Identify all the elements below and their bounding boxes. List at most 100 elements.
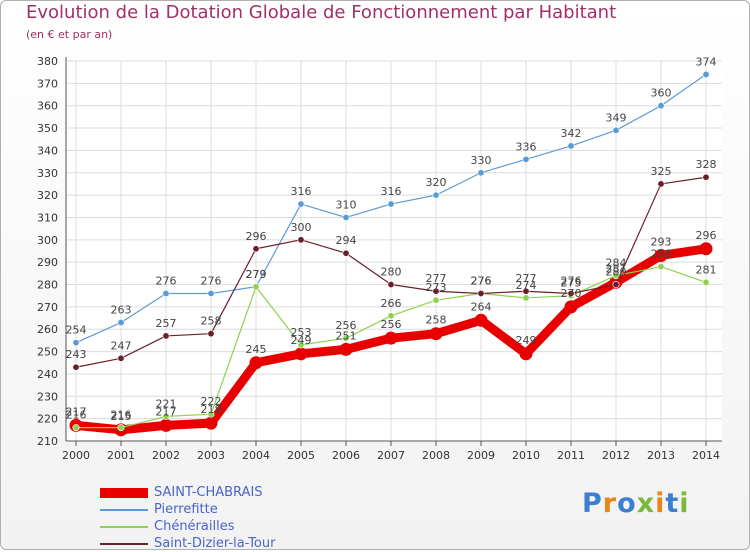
data-point bbox=[252, 283, 260, 291]
y-tick-label: 290 bbox=[37, 256, 58, 269]
legend-item-chenerailles: Chénérailles bbox=[100, 518, 275, 535]
data-point bbox=[249, 356, 263, 370]
y-tick-label: 280 bbox=[37, 279, 58, 292]
x-tick-label: 2011 bbox=[557, 449, 585, 462]
data-label: 247 bbox=[111, 339, 132, 352]
data-label: 276 bbox=[156, 274, 177, 287]
data-label: 264 bbox=[471, 300, 492, 313]
data-point bbox=[117, 354, 125, 362]
data-point bbox=[432, 296, 440, 304]
chart-title: Evolution de la Dotation Globale de Fonc… bbox=[26, 2, 617, 23]
data-point bbox=[162, 289, 170, 297]
data-point bbox=[429, 327, 443, 341]
legend-label: Chénérailles bbox=[154, 519, 235, 534]
data-point bbox=[339, 342, 353, 356]
data-point bbox=[72, 339, 80, 347]
x-tick-label: 2000 bbox=[62, 449, 90, 462]
y-tick-label: 360 bbox=[37, 100, 58, 113]
data-point bbox=[657, 180, 665, 188]
data-label: 281 bbox=[696, 263, 717, 276]
x-tick-label: 2012 bbox=[602, 449, 630, 462]
data-label: 263 bbox=[111, 304, 132, 317]
data-label: 325 bbox=[651, 165, 672, 178]
data-label: 275 bbox=[561, 277, 582, 290]
data-point bbox=[162, 412, 170, 420]
data-point bbox=[117, 424, 125, 432]
legend-label: Pierrefitte bbox=[154, 502, 218, 517]
x-tick-label: 2005 bbox=[287, 449, 315, 462]
data-label: 215 bbox=[111, 410, 132, 423]
data-label: 249 bbox=[291, 334, 312, 347]
data-label: 281 bbox=[606, 262, 627, 275]
data-label: 336 bbox=[516, 140, 537, 153]
data-label: 222 bbox=[201, 395, 222, 408]
y-tick-label: 270 bbox=[37, 301, 58, 314]
logo-letter: x bbox=[636, 488, 656, 519]
logo-letter: P bbox=[582, 488, 603, 519]
x-tick-label: 2014 bbox=[692, 449, 720, 462]
x-tick-label: 2003 bbox=[197, 449, 225, 462]
data-point bbox=[342, 334, 350, 342]
data-label: 243 bbox=[66, 348, 87, 361]
data-label: 258 bbox=[201, 315, 222, 328]
data-label: 217 bbox=[156, 405, 177, 418]
y-tick-label: 320 bbox=[37, 189, 58, 202]
data-point bbox=[522, 294, 530, 302]
data-label: 277 bbox=[516, 272, 537, 285]
y-tick-label: 300 bbox=[37, 234, 58, 247]
data-point bbox=[432, 287, 440, 295]
data-point bbox=[702, 70, 710, 78]
data-point bbox=[117, 319, 125, 327]
data-label: 251 bbox=[336, 329, 357, 342]
data-label: 221 bbox=[156, 397, 177, 410]
chart-subtitle: (en € et par an) bbox=[26, 28, 113, 41]
legend-item-saint-dizier-la-tour: Saint-Dizier-la-Tour bbox=[100, 535, 275, 552]
data-label: 288 bbox=[651, 248, 672, 261]
logo-letter: o bbox=[617, 488, 637, 519]
legend-item-saint-chabrais: SAINT-CHABRAIS bbox=[100, 484, 275, 501]
data-label: 254 bbox=[66, 324, 87, 337]
y-tick-label: 310 bbox=[37, 211, 58, 224]
data-label: 342 bbox=[561, 127, 582, 140]
x-tick-label: 2010 bbox=[512, 449, 540, 462]
data-point bbox=[297, 236, 305, 244]
data-label: 258 bbox=[426, 314, 447, 327]
data-label: 310 bbox=[336, 198, 357, 211]
data-point bbox=[342, 249, 350, 257]
x-tick-label: 2004 bbox=[242, 449, 270, 462]
y-tick-label: 370 bbox=[37, 77, 58, 90]
data-point bbox=[477, 289, 485, 297]
data-label: 257 bbox=[156, 317, 177, 330]
data-point bbox=[252, 245, 260, 253]
data-label: 316 bbox=[291, 185, 312, 198]
logo-letter: i bbox=[679, 488, 690, 519]
legend-label: Saint-Dizier-la-Tour bbox=[154, 536, 276, 551]
data-label: 300 bbox=[291, 221, 312, 234]
logo-letter: r bbox=[602, 488, 618, 519]
data-point bbox=[564, 300, 578, 314]
x-tick-label: 2007 bbox=[377, 449, 405, 462]
data-label: 330 bbox=[471, 154, 492, 167]
data-label: 216 bbox=[66, 409, 87, 422]
data-label: 280 bbox=[606, 266, 627, 279]
data-point bbox=[387, 312, 395, 320]
data-label: 218 bbox=[201, 403, 222, 416]
x-tick-label: 2009 bbox=[467, 449, 495, 462]
legend-item-pierrefitte: Pierrefitte bbox=[100, 501, 275, 518]
data-label: 274 bbox=[516, 279, 537, 292]
data-point bbox=[474, 313, 488, 327]
y-tick-label: 220 bbox=[37, 413, 58, 426]
data-label: 284 bbox=[606, 257, 627, 270]
data-point bbox=[297, 200, 305, 208]
y-tick-label: 380 bbox=[37, 55, 58, 68]
data-point bbox=[207, 410, 215, 418]
data-label: 276 bbox=[561, 274, 582, 287]
data-label: 280 bbox=[381, 266, 402, 279]
legend-swatch-pierrefitte bbox=[100, 508, 148, 511]
y-tick-label: 350 bbox=[37, 122, 58, 135]
y-tick-label: 250 bbox=[37, 346, 58, 359]
legend-swatch-chenerailles bbox=[100, 525, 148, 528]
data-label: 279 bbox=[246, 268, 267, 281]
x-tick-label: 2013 bbox=[647, 449, 675, 462]
data-point bbox=[387, 281, 395, 289]
